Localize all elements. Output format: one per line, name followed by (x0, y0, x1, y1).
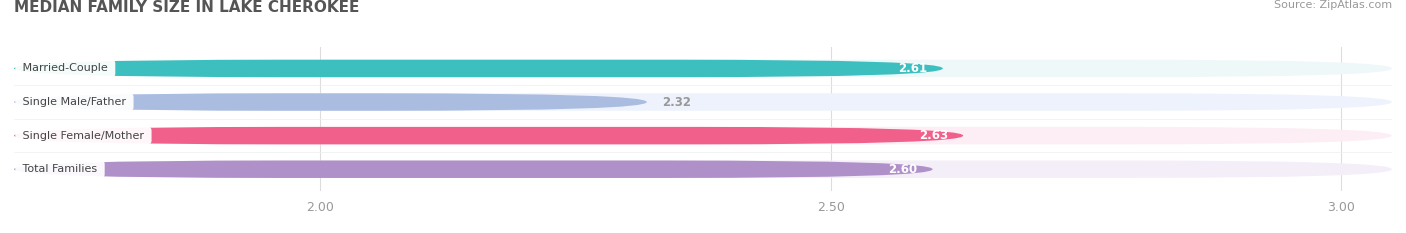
Text: Single Female/Mother: Single Female/Mother (20, 131, 148, 141)
Text: Single Male/Father: Single Male/Father (20, 97, 129, 107)
Text: 2.32: 2.32 (662, 96, 692, 109)
Text: 2.63: 2.63 (920, 129, 948, 142)
FancyBboxPatch shape (14, 60, 943, 77)
Text: Total Families: Total Families (20, 164, 101, 174)
FancyBboxPatch shape (14, 161, 1392, 178)
FancyBboxPatch shape (14, 93, 1392, 111)
Text: 2.60: 2.60 (889, 163, 917, 176)
Text: Married-Couple: Married-Couple (20, 63, 111, 73)
FancyBboxPatch shape (14, 60, 1392, 77)
Text: MEDIAN FAMILY SIZE IN LAKE CHEROKEE: MEDIAN FAMILY SIZE IN LAKE CHEROKEE (14, 0, 360, 15)
FancyBboxPatch shape (14, 127, 963, 144)
FancyBboxPatch shape (14, 127, 1392, 144)
Text: Source: ZipAtlas.com: Source: ZipAtlas.com (1274, 0, 1392, 10)
FancyBboxPatch shape (14, 93, 647, 111)
Text: 2.61: 2.61 (898, 62, 928, 75)
FancyBboxPatch shape (14, 161, 932, 178)
